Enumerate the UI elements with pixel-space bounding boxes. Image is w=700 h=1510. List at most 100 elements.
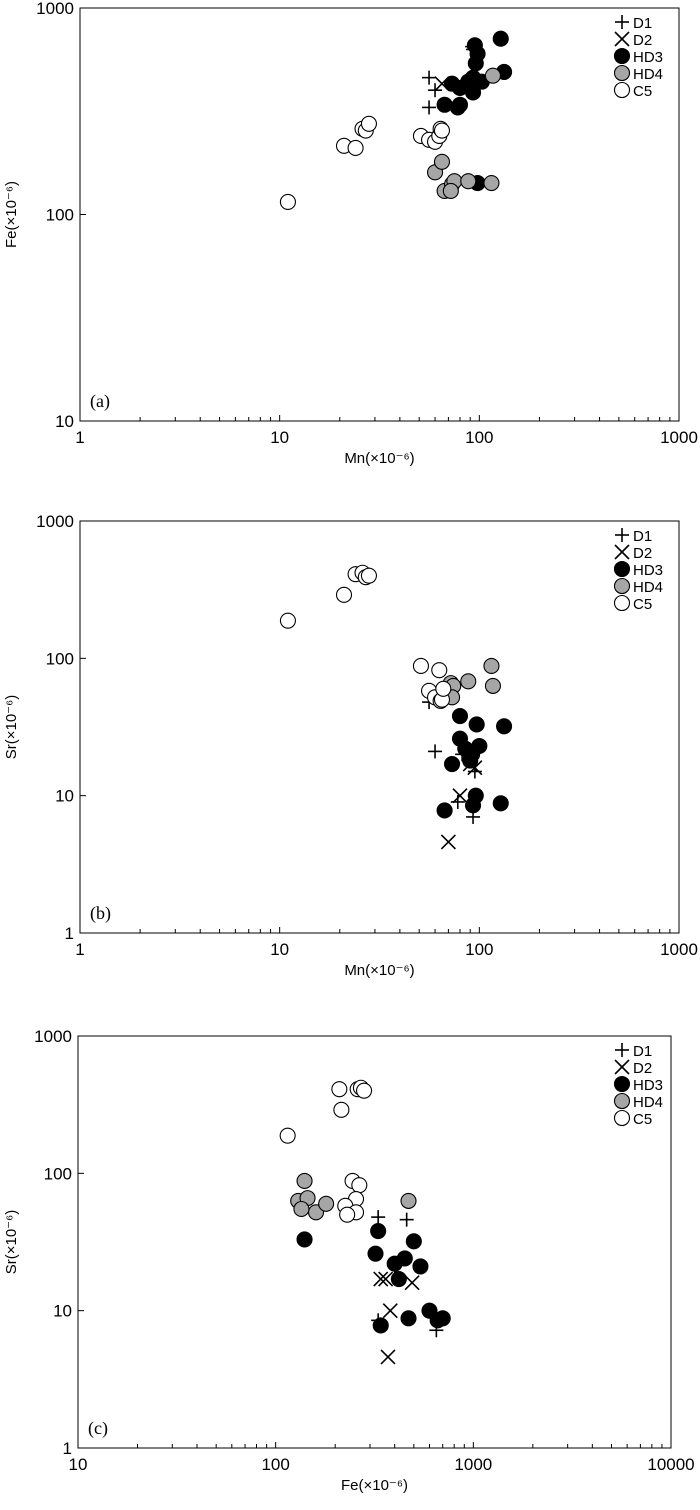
y-tick-label: 1000 (36, 0, 74, 18)
y-tick-label: 1 (65, 924, 74, 943)
series-hd3 (296, 1222, 451, 1334)
chart-panel-3: 10 100 1000 100001101001000Fe(×10⁻⁶)Sr(×10⁻… (3, 1027, 695, 1494)
plot-frame (79, 520, 680, 934)
data-point-d2-d2 (378, 1271, 394, 1287)
legend-label-c5: C5 (633, 1111, 652, 1128)
legend-marker-c5 (613, 1109, 631, 1127)
series-hd4 (426, 67, 501, 200)
series-c5 (279, 115, 451, 211)
legend-label-hd4: HD4 (633, 579, 663, 596)
data-point-c5 (279, 193, 296, 211)
legend-label-d2: D2 (633, 32, 652, 49)
legend-label-d1: D1 (633, 1043, 652, 1060)
legend-marker-c5 (613, 81, 631, 99)
data-point-hd4 (400, 1192, 417, 1209)
x-axis-title: Mn(×10⁻⁶) (344, 962, 414, 979)
y-axis-title: Sr(×10⁻⁶) (3, 1210, 20, 1275)
data-point-hd3 (451, 96, 469, 113)
y-axis-title: Fe(×10⁻⁶) (3, 181, 20, 248)
legend-marker-d2-d2 (614, 1059, 630, 1075)
chart-panel-1: 1 10 100 1000101001000Mn(×10⁻⁶)Fe(×10⁻⁶)(a)… (3, 0, 698, 467)
legend-marker-hd3 (613, 1075, 631, 1093)
data-point-hd3 (412, 1258, 429, 1275)
y-axis-title: Sr(×10⁻⁶) (3, 695, 20, 760)
data-point-c5 (356, 1082, 373, 1099)
y-tick-label: 100 (46, 206, 74, 225)
data-point-d2-d2 (404, 1275, 420, 1291)
y-tick-label: 10 (55, 787, 74, 806)
legend-label-hd4: HD4 (633, 1094, 663, 1111)
y-tick-label: 100 (44, 1164, 72, 1183)
x-tick-label: 1000 (660, 428, 698, 447)
x-axis-title: Mn(×10⁻⁶) (344, 450, 414, 467)
data-point-hd3 (496, 718, 513, 735)
series-d2 (373, 1271, 420, 1365)
data-point-hd3 (396, 1250, 413, 1267)
data-point-hd4 (484, 67, 501, 84)
data-point-d2 (380, 1349, 396, 1365)
data-point-d2 (382, 1303, 398, 1319)
data-point-d2-d2 (440, 834, 456, 850)
legend-marker-hd3 (613, 47, 631, 65)
y-tick-label: 100 (46, 649, 74, 668)
data-point-c5 (412, 657, 429, 675)
data-point-c5 (279, 1127, 296, 1144)
panel-label: (c) (88, 1418, 108, 1439)
data-point-c5 (360, 115, 377, 132)
data-point-hd3 (400, 1310, 417, 1327)
legend-label-hd3: HD3 (633, 562, 663, 579)
legend-label-d2: D2 (633, 545, 652, 562)
x-tick-label: 100 (261, 1455, 289, 1474)
legend-label-d2: D2 (633, 1060, 652, 1077)
data-point-d2 (452, 788, 468, 804)
data-point-hd3 (436, 96, 453, 113)
data-point-d1 (399, 1212, 414, 1227)
x-tick-label: 1000 (454, 1455, 492, 1474)
data-point-c5 (435, 680, 452, 697)
data-point-c5 (335, 586, 353, 603)
legend-marker-d1 (615, 528, 629, 542)
x-tick-label: 10000 (647, 1455, 694, 1474)
data-point-d1 (422, 100, 437, 115)
y-tick-label: 10 (53, 1302, 72, 1321)
data-point-hd3 (467, 787, 484, 804)
series-hd4 (440, 657, 501, 706)
y-tick-label: 1000 (36, 512, 74, 531)
data-point-hd3 (492, 795, 509, 812)
series-c5 (279, 564, 452, 709)
data-point-c5 (351, 1177, 368, 1194)
data-point-c5 (339, 1206, 356, 1223)
data-point-hd4 (484, 677, 501, 694)
x-tick-label: 10 (270, 940, 289, 959)
data-point-hd4 (318, 1195, 335, 1212)
data-point-hd4 (483, 175, 500, 192)
data-point-c5 (360, 567, 377, 584)
data-point-hd4 (460, 173, 477, 190)
data-point-hd3 (434, 1310, 451, 1327)
x-tick-label: 10 (69, 1455, 88, 1474)
data-point-hd4 (296, 1172, 313, 1190)
data-point-d2 (404, 1275, 420, 1291)
data-point-hd3 (436, 802, 453, 819)
x-axis-title: Fe(×10⁻⁶) (341, 1477, 408, 1494)
legend-marker-d2-d2 (614, 31, 630, 47)
legend-marker-hd4 (613, 1092, 631, 1110)
data-point-d2 (373, 1271, 389, 1287)
legend-marker-hd3 (613, 560, 631, 578)
data-point-hd3 (492, 30, 509, 47)
data-point-hd3 (405, 1233, 422, 1250)
data-point-hd3 (466, 37, 483, 54)
data-point-d2 (440, 834, 456, 850)
legend-label-c5: C5 (633, 83, 652, 100)
panel-label: (b) (90, 903, 111, 924)
series-c5 (279, 1079, 373, 1223)
data-point-d1 (428, 744, 443, 759)
data-point-d1 (371, 1210, 386, 1225)
x-tick-label: 1 (75, 428, 84, 447)
legend-marker-d2 (614, 31, 630, 47)
chart-panel-2: 1 10 100 1000 1 10 100 1000 Mn(×10⁻⁶) Sr(×10⁻⁶) (b… (3, 512, 698, 979)
legend-label-hd3: HD3 (633, 49, 663, 66)
data-point-hd3 (370, 1222, 387, 1240)
